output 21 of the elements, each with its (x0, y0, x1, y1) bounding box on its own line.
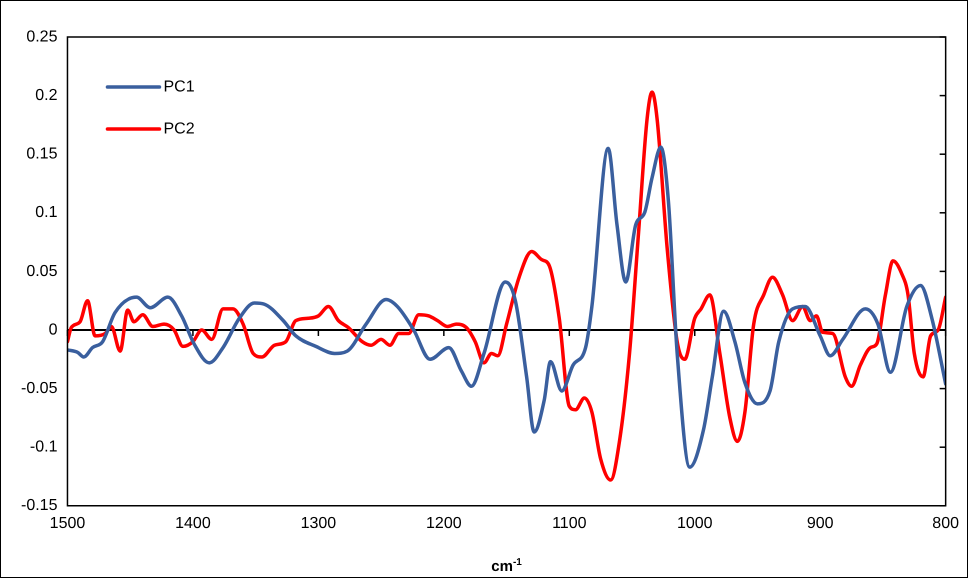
y-tick-label: 0.2 (35, 87, 58, 104)
y-tick-label: 0.15 (26, 146, 58, 163)
y-tick-label: 0.1 (35, 204, 58, 222)
legend-label: PC1 (163, 78, 195, 96)
y-tick-label: -0.05 (21, 380, 58, 398)
x-tick-label: 1000 (676, 514, 713, 532)
x-tick-label: 1200 (426, 514, 462, 532)
x-tick-label: 1100 (552, 514, 587, 532)
x-tick-label: 1300 (300, 514, 336, 532)
line-series (67, 90, 946, 482)
x-tick-label: 800 (932, 514, 960, 532)
legend-label: PC2 (163, 120, 195, 138)
y-tick-label: -0.15 (21, 497, 58, 514)
y-tick-label: 0.25 (26, 28, 58, 46)
line-series (67, 145, 946, 469)
y-tick-label: -0.1 (30, 438, 58, 456)
y-tick-label: 0 (48, 321, 58, 338)
x-tick-label: 1500 (50, 514, 86, 532)
x-tick-label: 1400 (175, 514, 211, 532)
x-tick-label: 900 (806, 514, 834, 532)
y-tick-label: 0.05 (26, 262, 58, 280)
